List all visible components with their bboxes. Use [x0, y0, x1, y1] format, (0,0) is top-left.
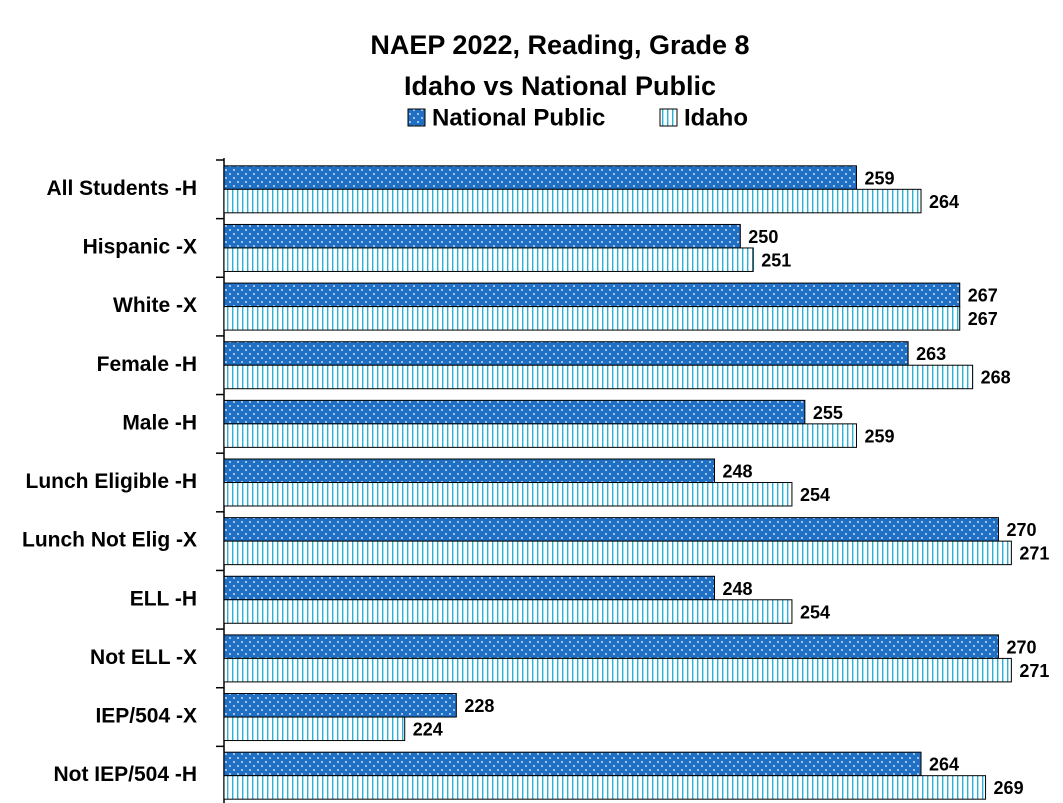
- data-label: 269: [994, 778, 1024, 798]
- bar: [223, 716, 406, 742]
- bar: [223, 223, 741, 249]
- bar: [223, 657, 1012, 683]
- bar: [223, 599, 793, 624]
- category-label: Female -H: [97, 353, 197, 376]
- bar: [223, 482, 793, 507]
- bar: [223, 575, 715, 601]
- data-label: 267: [968, 309, 998, 329]
- bar: [223, 188, 922, 214]
- data-label: 250: [748, 227, 778, 247]
- legend-label: Idaho: [684, 104, 748, 131]
- bar: [223, 517, 999, 542]
- bar: [223, 247, 754, 272]
- data-label: 264: [929, 755, 959, 775]
- data-label: 264: [929, 192, 959, 212]
- bar: [223, 540, 1012, 566]
- category-label: All Students -H: [47, 177, 198, 200]
- data-label: 254: [800, 602, 830, 622]
- category-label: White -X: [113, 294, 197, 317]
- bar: [223, 341, 909, 366]
- category-label: Hispanic -X: [83, 236, 197, 259]
- category-label: IEP/504 -X: [95, 705, 197, 728]
- bar: [223, 634, 999, 659]
- data-label: 254: [800, 485, 830, 505]
- bar: [223, 693, 457, 718]
- category-label: Not IEP/504 -H: [53, 763, 197, 786]
- bar: [223, 458, 715, 483]
- bar: [223, 282, 961, 308]
- data-label: 251: [761, 250, 791, 270]
- category-label: Lunch Not Elig -X: [22, 529, 197, 552]
- category-label: Male -H: [122, 411, 197, 434]
- legend-swatch: [407, 108, 426, 127]
- data-label: 228: [464, 696, 494, 716]
- data-label: 271: [1019, 544, 1049, 564]
- category-label: Not ELL -X: [90, 646, 197, 669]
- data-label: 270: [1006, 637, 1036, 657]
- bar: [223, 751, 922, 777]
- bar: [223, 399, 806, 425]
- legend-swatch: [659, 108, 678, 127]
- category-label: Lunch Eligible -H: [26, 470, 198, 493]
- bar: [223, 423, 857, 448]
- data-label: 224: [413, 720, 443, 740]
- data-label: 268: [981, 368, 1011, 388]
- data-label: 259: [864, 426, 894, 446]
- data-label: 263: [916, 344, 946, 364]
- data-label: 255: [813, 403, 843, 423]
- chart-subtitle: Idaho vs National Public: [404, 71, 716, 101]
- bar: [223, 775, 987, 800]
- data-label: 270: [1006, 520, 1036, 540]
- category-label: ELL -H: [130, 587, 197, 610]
- legend-label: National Public: [432, 104, 605, 131]
- data-label: 267: [968, 286, 998, 306]
- bar: [223, 306, 961, 331]
- bar: [223, 364, 974, 390]
- chart-title: NAEP 2022, Reading, Grade 8: [370, 30, 749, 60]
- bar: [223, 165, 857, 190]
- data-label: 248: [722, 579, 752, 599]
- data-label: 271: [1019, 661, 1049, 681]
- data-label: 259: [864, 168, 894, 188]
- data-label: 248: [722, 462, 752, 482]
